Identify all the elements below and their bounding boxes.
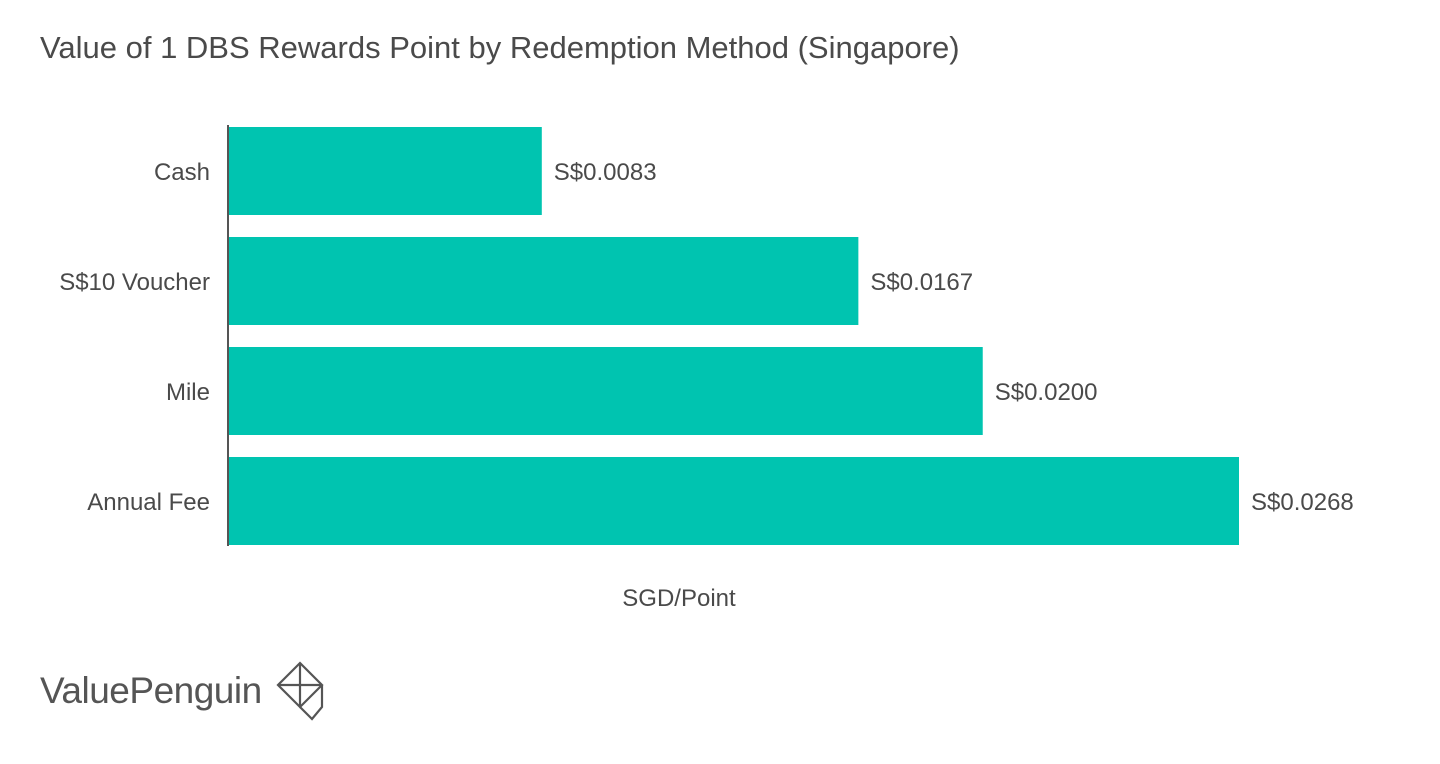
data-label: S$0.0167	[870, 269, 973, 296]
category-label: Annual Fee	[87, 489, 210, 516]
bar-s-10-voucher	[229, 237, 859, 325]
brand-footer: ValuePenguin	[40, 656, 328, 726]
data-label: S$0.0083	[554, 159, 657, 186]
data-label: S$0.0200	[995, 379, 1098, 406]
x-axis-title: SGD/Point	[622, 585, 736, 612]
category-label: S$10 Voucher	[59, 269, 210, 296]
labels-layer: Cash S$0.0083 S$10 Voucher S$0.0167 Mile S$0.…	[59, 159, 1354, 516]
category-label: Cash	[154, 159, 210, 186]
chart-title: Value of 1 DBS Rewards Point by Redempti…	[40, 30, 960, 65]
bar-mile	[229, 347, 983, 435]
bar-chart: Cash S$0.0083 S$10 Voucher S$0.0167 Mile S$0.…	[59, 125, 1354, 612]
bar-annual-fee	[229, 457, 1239, 545]
data-label: S$0.0268	[1251, 489, 1354, 516]
brand-name: ValuePenguin	[40, 670, 262, 711]
bar-cash	[229, 127, 542, 215]
valuepenguin-logo-icon	[276, 661, 324, 721]
bars-layer	[229, 127, 1239, 545]
category-label: Mile	[166, 379, 210, 406]
